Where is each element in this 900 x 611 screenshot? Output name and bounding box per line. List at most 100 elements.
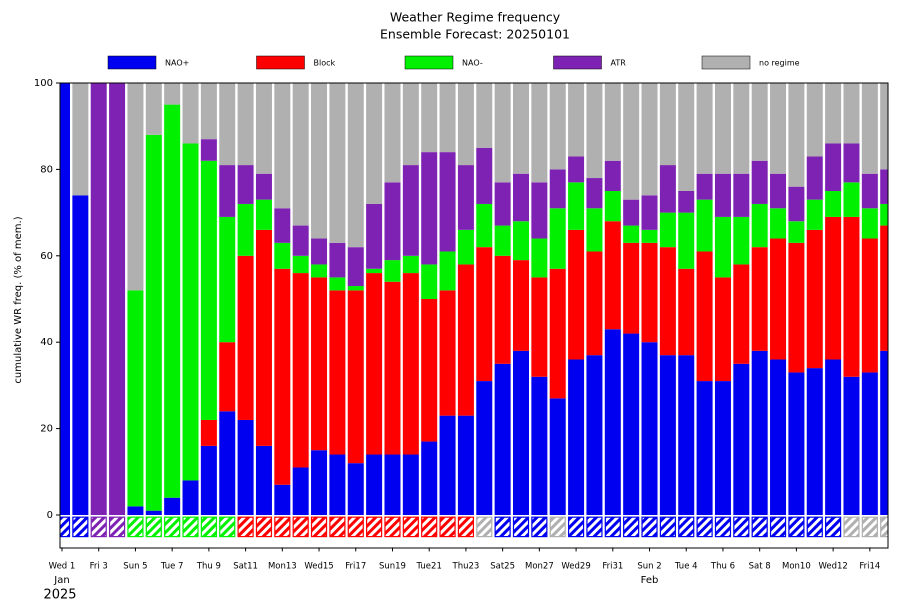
bar-segment (255, 229, 272, 446)
x-tick-label: Fri 3 (90, 562, 108, 572)
regime-box (237, 516, 254, 538)
bar-segment (255, 199, 272, 230)
legend-label: NAO+ (165, 59, 189, 68)
bar-segment (714, 216, 731, 278)
bar-segment (659, 165, 676, 213)
bar-segment (861, 208, 878, 239)
bar-segment (714, 381, 731, 515)
bar-segment (182, 480, 199, 515)
legend-swatch (404, 55, 454, 70)
regime-box (696, 516, 713, 538)
bar-segment (255, 83, 272, 174)
plot-area (60, 83, 888, 538)
bar-segment (586, 251, 603, 356)
bar-segment (714, 173, 731, 217)
x-tick-label: Mon10 (782, 562, 811, 572)
bar-segment (90, 83, 107, 515)
bar-segment (200, 160, 217, 420)
bar-segment (72, 195, 89, 515)
bar-segment (402, 83, 419, 166)
bar-segment (806, 156, 823, 200)
bar-segment (513, 350, 529, 515)
bar-segment (513, 221, 529, 261)
bar-segment (292, 255, 309, 274)
bar-segment (366, 273, 383, 455)
x-tick-label: Thu23 (452, 562, 480, 572)
bar-segment (861, 173, 878, 209)
y-tick-label: 60 (40, 251, 53, 262)
bar-segment (402, 273, 419, 455)
bar-segment (604, 191, 621, 222)
bar-segment (696, 83, 713, 174)
bar-segment (641, 229, 658, 243)
regime-box (310, 516, 328, 538)
bar-segment (568, 229, 585, 360)
regime-box (274, 516, 291, 538)
bar-segment (366, 454, 383, 515)
regime-box (494, 516, 511, 538)
bar-segment (127, 506, 144, 515)
bar-segment (880, 203, 888, 226)
regime-box (457, 516, 475, 538)
x-tick-label: Wed12 (818, 562, 847, 572)
bar-segment (751, 247, 768, 351)
regime-box (60, 516, 71, 538)
y-axis-label: cumulative WR freq. (% of mem.) (13, 216, 24, 383)
x-tick-label: Fri17 (345, 562, 366, 572)
bar-segment (623, 199, 640, 226)
regime-box (439, 516, 456, 538)
bar-segment (255, 445, 272, 515)
y-tick-label: 80 (40, 164, 53, 175)
bar-segment (237, 203, 254, 256)
bar-segment (274, 208, 291, 243)
bar-segment (513, 260, 529, 351)
regime-box (769, 516, 787, 538)
regime-box (531, 516, 548, 538)
bar-segment (770, 238, 787, 360)
bar-segment (366, 83, 383, 204)
bar-segment (696, 173, 713, 200)
bar-segment (457, 415, 474, 515)
bar-segment (678, 268, 695, 356)
bar-segment (164, 83, 181, 105)
x-tick-label: Tue 7 (160, 562, 184, 572)
bar-segment (292, 225, 309, 256)
bar-segment (880, 83, 888, 170)
bar-segment (476, 83, 493, 148)
x-tick-label: Tue21 (416, 562, 442, 572)
regime-box (255, 516, 273, 538)
x-tick-label: Sun 5 (123, 562, 147, 572)
bar-segment (806, 368, 823, 515)
regime-box (384, 516, 401, 538)
bar-segment (659, 355, 676, 515)
bar-segment (200, 83, 217, 140)
regime-box (182, 516, 199, 538)
bar-segment (384, 83, 401, 183)
bar-segment (751, 83, 768, 161)
bar-segment (476, 203, 493, 248)
x-tick-label: Tue 4 (674, 562, 698, 572)
bar-segment (494, 182, 511, 226)
bar-segment (200, 445, 217, 515)
x-tick-label: Mon13 (268, 562, 297, 572)
regime-box (806, 516, 823, 538)
bar-segment (604, 329, 621, 515)
bar-segment (751, 160, 768, 204)
bar-segment (255, 173, 272, 200)
bar-segment (659, 247, 676, 356)
y-tick-label: 100 (34, 78, 53, 89)
bar-segment (770, 208, 787, 239)
bar-segment (549, 169, 566, 209)
bar-segment (292, 467, 309, 515)
bar-segment (586, 208, 603, 252)
bar-segment (311, 264, 328, 278)
bar-segment (843, 83, 860, 144)
regime-box (751, 516, 768, 538)
bar-segment (770, 83, 787, 174)
bar-segment (641, 342, 658, 515)
regime-box (678, 516, 695, 538)
bar-segment (494, 255, 511, 364)
bar-segment (733, 83, 750, 174)
regime-box (733, 516, 750, 538)
bar-segment (109, 83, 126, 515)
